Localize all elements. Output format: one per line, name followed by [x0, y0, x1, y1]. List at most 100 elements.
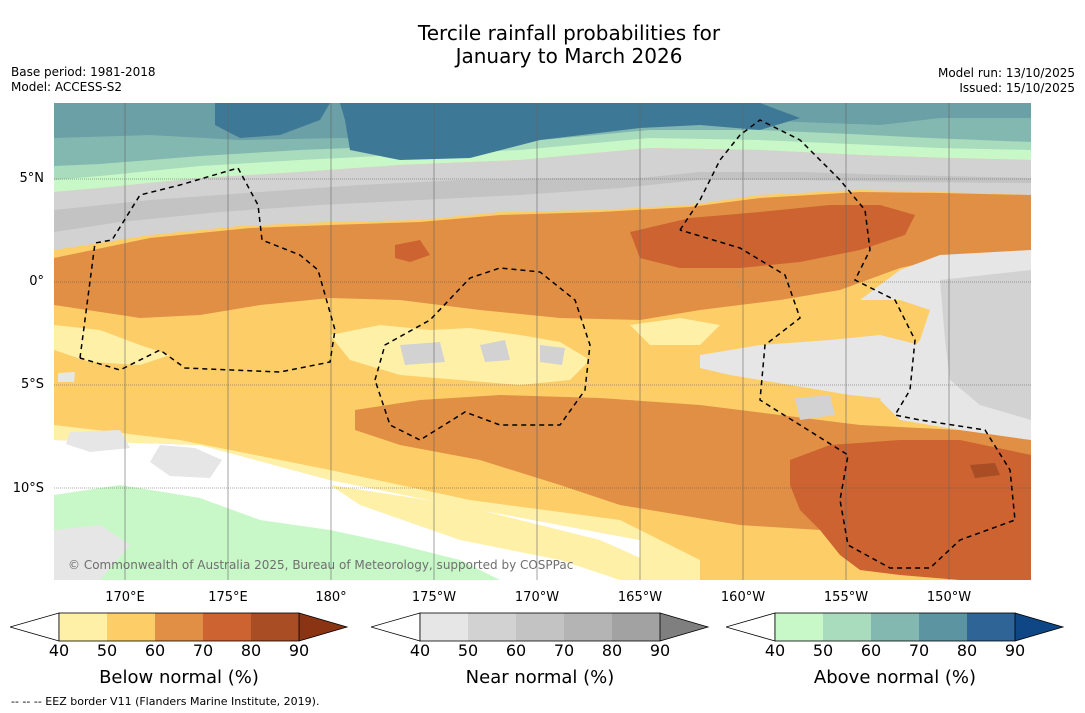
- lon-gridlines: [124, 103, 950, 580]
- colorbar-above-frame: [774, 612, 1016, 642]
- field-below-70-north: [630, 205, 915, 268]
- colorbar-near-swatch-0: [420, 613, 468, 641]
- field-near-40-blob-a: [150, 445, 222, 478]
- eez-footnote: -- -- -- EEZ border V11 (Flanders Marine…: [11, 695, 320, 708]
- colorbar-above-swatch-1: [823, 613, 871, 641]
- colorbar-near-tick-90: 90: [649, 641, 671, 660]
- colorbar-near-min-arrow: [371, 612, 421, 642]
- field-below-40-south2: [330, 485, 690, 580]
- colorbar-above-swatch-0: [775, 613, 823, 641]
- colorbar-below-swatch-1: [107, 613, 155, 641]
- colorbar-near-max-arrow: [660, 613, 708, 641]
- colorbar-below-min-arrow: [10, 612, 60, 642]
- colorbar-above-tick-90: 90: [1004, 641, 1026, 660]
- colorbar-above: [726, 612, 1065, 642]
- field-near-50-east: [940, 270, 1031, 420]
- colorbar-below-arrow-outline: [298, 612, 349, 642]
- title-line-1: Tercile rainfall probabilities for: [417, 21, 721, 45]
- colorbar-below-swatch-3: [203, 613, 251, 641]
- colorbar-near-swatch-4: [612, 613, 660, 641]
- lat-label-10s: 10°S: [12, 481, 44, 496]
- colorbar-above-title: Above normal (%): [813, 667, 977, 688]
- colorbar-near: [371, 612, 710, 642]
- meta-right: Model run: 13/10/2025 Issued: 15/10/2025: [938, 66, 1075, 96]
- colorbar-below-tick-90: 90: [288, 641, 310, 660]
- field-below-40-west: [54, 325, 170, 365]
- colorbar-near-title: Near normal (%): [465, 667, 615, 688]
- colorbar-below-tick-40: 40: [48, 641, 70, 660]
- colorbar-above-swatch-4: [967, 613, 1015, 641]
- field-near-50-blob: [795, 395, 835, 420]
- lon-label-170e: 170°E: [105, 590, 145, 605]
- colorbar-near-arrow-outline: [659, 612, 710, 642]
- eez-borders: [79, 119, 1016, 569]
- colorbar-near-tick-80: 80: [601, 641, 623, 660]
- title-line-2: January to March 2026: [455, 44, 683, 68]
- colorbar-below-tick-80: 80: [240, 641, 262, 660]
- field-near-50-c2: [480, 340, 510, 362]
- colorbar-above-swatch-3: [919, 613, 967, 641]
- colorbar-near-frame: [419, 612, 661, 642]
- model-name: Model: ACCESS-S2: [11, 80, 123, 94]
- colorbar-below: [10, 612, 349, 642]
- colorbar-below-swatch-0: [59, 613, 107, 641]
- field-near-60-band: [54, 172, 1031, 232]
- field-near-50-c1: [400, 342, 445, 365]
- lon-label-150w: 150°W: [926, 590, 972, 605]
- lon-label-170w: 170°W: [514, 590, 560, 605]
- colorbar-above-tick-70: 70: [908, 641, 930, 660]
- colorbar-above-tick-40: 40: [764, 641, 786, 660]
- colorbar-above-min-arrow: [726, 612, 776, 642]
- field-below-40-central2: [630, 318, 720, 345]
- colorbar-below-max-arrow: [299, 613, 347, 641]
- lat-label-5s: 5°S: [20, 377, 44, 392]
- field-above-80-north-a: [340, 103, 800, 160]
- lon-label-175e: 175°E: [208, 590, 248, 605]
- colorbar-near-tick-40: 40: [409, 641, 431, 660]
- meta-left: Base period: 1981-2018 Model: ACCESS-S2: [11, 65, 156, 95]
- field-near-40-southwest: [54, 525, 130, 580]
- colorbar-near-swatch-3: [564, 613, 612, 641]
- lon-label-175w: 175°W: [411, 590, 457, 605]
- colorbar-above-swatch-2: [871, 613, 919, 641]
- field-below-80-southeast: [970, 463, 1000, 478]
- colorbar-below-swatch-2: [155, 613, 203, 641]
- model-run: Model run: 13/10/2025: [937, 66, 1075, 80]
- colorbar-below-title: Below normal (%): [99, 667, 259, 688]
- copyright-notice: © Commonwealth of Australia 2025, Bureau…: [68, 558, 574, 572]
- lon-label-155w: 155°W: [823, 590, 869, 605]
- colorbar-above-tick-60: 60: [860, 641, 882, 660]
- colorbar-near-swatch-2: [516, 613, 564, 641]
- field-below-70-blob: [395, 240, 430, 262]
- base-period: Base period: 1981-2018: [11, 65, 156, 79]
- field-near-40-blob-b: [66, 430, 130, 452]
- field-near-50-c3: [540, 345, 565, 365]
- colorbar-below-frame: [58, 612, 300, 642]
- colorbar-below-tick-50: 50: [96, 641, 118, 660]
- field-below-70-southeast: [790, 440, 1031, 580]
- colorbar-near-tick-50: 50: [457, 641, 479, 660]
- field-above-80-north-b: [215, 103, 330, 138]
- lat-gridlines: [54, 178, 1031, 489]
- map-field: [54, 103, 1031, 580]
- field-above-40-south: [54, 485, 500, 580]
- lat-label-5n: 5°N: [19, 171, 45, 186]
- lat-label-0: 0°: [29, 274, 44, 289]
- colorbar-above-tick-80: 80: [956, 641, 978, 660]
- colorbar-below-tick-60: 60: [144, 641, 166, 660]
- colorbar-above-arrow-outline: [1014, 612, 1065, 642]
- colorbar-below-tick-70: 70: [192, 641, 214, 660]
- chart-title: Tercile rainfall probabilities for Janua…: [0, 22, 1085, 68]
- field-near-40-east2: [700, 335, 940, 400]
- colorbar-above-max-arrow: [1015, 613, 1063, 641]
- colorbar-near-tick-70: 70: [553, 641, 575, 660]
- colorbar-near-swatch-1: [468, 613, 516, 641]
- colorbar-near-tick-60: 60: [505, 641, 527, 660]
- colorbar-above-tick-50: 50: [812, 641, 834, 660]
- field-below-60-south2: [600, 405, 780, 460]
- field-near-40-west: [58, 372, 75, 382]
- lon-label-180: 180°: [315, 590, 347, 605]
- issued-date: Issued: 15/10/2025: [959, 81, 1075, 95]
- lon-label-165w: 165°W: [617, 590, 663, 605]
